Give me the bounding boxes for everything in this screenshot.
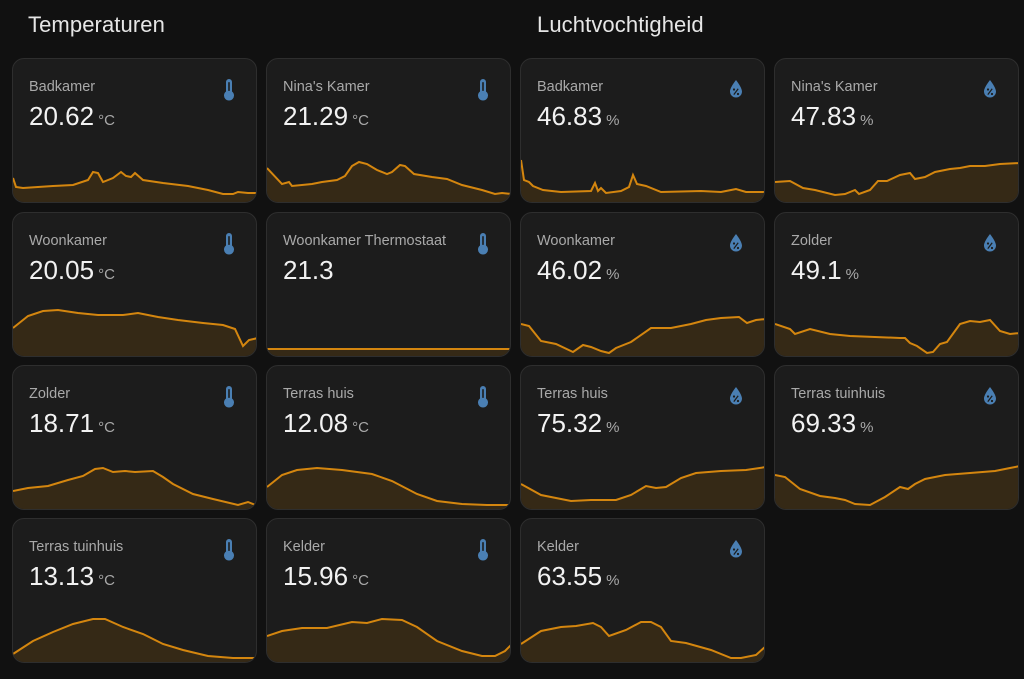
sparkline-graph [267,617,510,662]
sensor-card[interactable]: Kelder 15.96 °C [266,518,511,663]
sensor-value: 21.3 [283,255,334,285]
sensor-unit: °C [352,419,369,436]
section-title-humidity: Luchtvochtigheid [537,12,704,37]
sensor-value: 46.02 [537,255,603,285]
sensor-name: Kelder [537,539,579,555]
thermometer-icon [476,233,490,255]
sensor-unit: % [860,419,874,436]
sensor-name: Woonkamer Thermostaat [283,233,447,249]
sensor-value: 49.1 [791,255,842,285]
water-percent-icon [728,386,744,406]
thermometer-icon [222,539,236,561]
sensor-card[interactable]: Zolder 18.71 °C [12,365,257,510]
sensor-card[interactable]: Kelder 63.55% [520,518,765,663]
sparkline-graph [521,466,764,509]
sensor-value: 21.29 [283,101,349,131]
sensor-name: Terras tuinhuis [29,539,124,555]
sensor-value: 47.83 [791,101,857,131]
sensor-unit: °C [352,112,369,129]
sensor-name: Badkamer [29,79,96,95]
thermometer-icon [476,79,490,101]
sparkline-graph [267,160,510,202]
sensor-value: 20.05 [29,255,95,285]
sensor-name: Nina's Kamer [791,79,878,95]
sparkline-graph [13,466,256,509]
section-title-temperatures: Temperaturen [28,12,165,37]
sensor-value: 18.71 [29,408,95,438]
sensor-value: 75.32 [537,408,603,438]
sparkline-graph [13,618,256,662]
water-percent-icon [728,233,744,253]
sensor-name: Badkamer [537,79,604,95]
thermometer-icon [222,233,236,255]
sensor-name: Terras huis [537,386,608,402]
sensor-unit: °C [98,419,115,436]
sensor-value: 46.83 [537,101,603,131]
sparkline-graph [13,170,256,202]
sensor-card[interactable]: Woonkamer 20.05 °C [12,212,257,357]
sensor-name: Woonkamer [537,233,615,249]
thermometer-icon [476,386,490,408]
sensor-card[interactable]: Nina's Kamer 21.29 °C [266,58,511,203]
water-percent-icon [982,386,998,406]
sensor-card[interactable]: Badkamer 46.83% [520,58,765,203]
sensor-value: 20.62 [29,101,95,131]
sensor-card[interactable]: Woonkamer 46.02% [520,212,765,357]
sensor-unit: °C [98,266,115,283]
sensor-card[interactable]: Terras tuinhuis 69.33% [774,365,1019,510]
sensor-name: Kelder [283,539,325,555]
sparkline-graph [521,621,764,662]
water-percent-icon [728,79,744,99]
sensor-value: 69.33 [791,408,857,438]
sparkline-graph [775,318,1018,356]
sensor-card[interactable]: Terras tuinhuis 13.13 °C [12,518,257,663]
sensor-unit: % [606,419,620,436]
sensor-name: Nina's Kamer [283,79,370,95]
sparkline-graph [775,162,1018,202]
water-percent-icon [982,79,998,99]
sensor-unit: % [606,266,620,283]
sensor-value: 13.13 [29,561,95,591]
sensor-unit: °C [352,572,369,589]
sensor-unit: % [860,112,874,129]
sensor-card[interactable]: Badkamer 20.62 °C [12,58,257,203]
thermometer-icon [222,386,236,408]
sparkline-graph [267,348,510,356]
thermometer-icon [222,79,236,101]
sparkline-graph [267,466,510,509]
sensor-value: 12.08 [283,408,349,438]
sparkline-graph [775,465,1018,509]
sensor-card[interactable]: Woonkamer Thermostaat 21.3 [266,212,511,357]
sensor-value: 15.96 [283,561,349,591]
sparkline-graph [521,159,764,202]
water-percent-icon [728,539,744,559]
sensor-name: Terras huis [283,386,354,402]
water-percent-icon [982,233,998,253]
sensor-unit: % [606,572,620,589]
thermometer-icon [476,539,490,561]
sensor-unit: % [606,112,620,129]
sensor-name: Zolder [29,386,71,402]
sparkline-graph [521,315,764,356]
sensor-card[interactable]: Terras huis 12.08 °C [266,365,511,510]
sensor-name: Terras tuinhuis [791,386,886,402]
sensor-name: Zolder [791,233,833,249]
sensor-unit: °C [98,112,115,129]
sensor-unit: % [845,266,859,283]
sensor-card[interactable]: Zolder 49.1% [774,212,1019,357]
sensor-name: Woonkamer [29,233,107,249]
sparkline-graph [13,308,256,356]
sensor-card[interactable]: Nina's Kamer 47.83% [774,58,1019,203]
sensor-value: 63.55 [537,561,603,591]
sensor-unit: °C [98,572,115,589]
sensor-card[interactable]: Terras huis 75.32% [520,365,765,510]
